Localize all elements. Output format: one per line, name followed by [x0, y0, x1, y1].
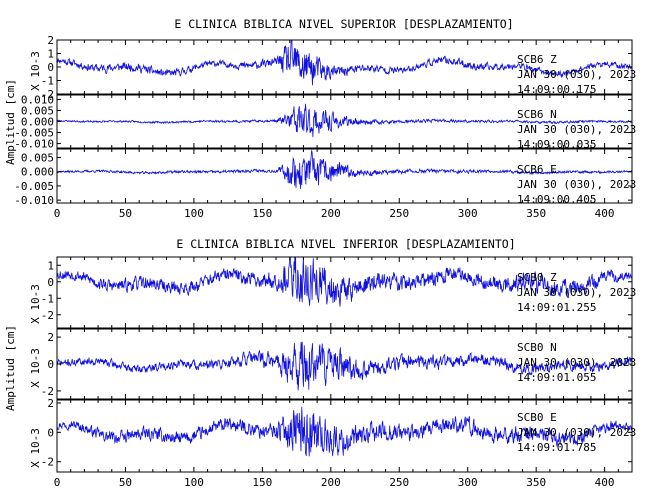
x-tick-label: 0 [54, 476, 61, 489]
date-label-scb6-n: JAN 30 (030), 2023 [517, 123, 636, 136]
x-tick-label: 350 [526, 207, 546, 220]
ylabel-lower: Amplitud [cm] [4, 325, 17, 411]
date-label-scb6-z: JAN 30 (030), 2023 [517, 68, 636, 81]
station-label-scb0-e: SCB0 E [517, 411, 557, 424]
x-tick-label: 200 [321, 476, 341, 489]
y-tick-label: 2 [47, 331, 54, 344]
panel-traces: 2 0 -2 [41, 397, 633, 473]
time-label-scb0-e: 14:09:01.785 [517, 441, 596, 454]
station-label-scb6-e: SCB6 E [517, 163, 557, 176]
time-label-scb6-n: 14:09:00.035 [517, 138, 596, 151]
x-tick-label: 200 [321, 207, 341, 220]
date-label-scb0-z: JAN 30 (030), 2023 [517, 286, 636, 299]
y-tick-label: 1 [47, 259, 54, 272]
scale-label-scb0-e: X 10-3 [29, 428, 42, 468]
y-tick-label: 1 [47, 48, 54, 61]
waveform-trace [56, 406, 633, 457]
chart-lower: E CLINICA BIBLICA NIVEL INFERIOR [DESPLA… [4, 237, 636, 489]
y-tick-label: -0.010 [14, 138, 54, 151]
x-tick-label: 0 [54, 207, 61, 220]
x-tick-label: 50 [119, 476, 132, 489]
station-label-scb6-z: SCB6 Z [517, 53, 557, 66]
time-label-scb6-z: 14:09:00.175 [517, 83, 596, 96]
waveform-trace [56, 256, 633, 307]
panel-scb0-z: 10-1-2 X 10-3 SCB0 Z JAN 30 (030), 2023 … [29, 256, 636, 329]
x-axis-upper: 0 50 100 150 200 250 300 350 400 [54, 207, 615, 220]
time-label-scb0-z: 14:09:01.255 [517, 301, 596, 314]
panel-traces: 2 0 -2 [41, 328, 633, 400]
station-label-scb6-n: SCB6 N [517, 108, 557, 121]
y-tick-label: 2 [47, 397, 54, 410]
station-label-scb0-z: SCB0 Z [517, 271, 557, 284]
y-tick-label: 2 [47, 34, 54, 47]
panel-scb0-n: 2 0 -2 X 10-3 SCB0 N JAN 30 (030), 2023 14… [29, 328, 636, 400]
x-tick-label: 350 [526, 476, 546, 489]
x-tick-label: 300 [458, 476, 478, 489]
y-tick-label: -1 [41, 75, 54, 88]
waveform-trace [57, 103, 633, 138]
x-tick-label: 400 [595, 207, 615, 220]
x-tick-label: 250 [389, 207, 409, 220]
waveform-trace [56, 149, 633, 190]
panel-traces: 210-1-2 [41, 34, 633, 101]
y-tick-label: -1 [41, 292, 54, 305]
time-label-scb6-e: 14:09:00.405 [517, 193, 596, 206]
x-tick-label: 300 [458, 207, 478, 220]
waveform-trace [56, 341, 633, 391]
x-tick-label: 150 [252, 476, 272, 489]
x-tick-label: 400 [595, 476, 615, 489]
y-tick-label: -2 [41, 456, 54, 469]
y-tick-label: -0.010 [14, 194, 54, 207]
x-tick-label: 100 [184, 207, 204, 220]
date-label-scb0-n: JAN 30 (030), 2023 [517, 356, 636, 369]
y-tick-label: 0.000 [21, 166, 54, 179]
panel-scb6-z: 210-1-2 X 10-3 SCB6 Z JAN 30 (030), 2023… [29, 34, 636, 101]
x-tick-label: 50 [119, 207, 132, 220]
scale-label-scb6-z: X 10-3 [29, 51, 42, 91]
panel-traces: 1 0 -1 -2 [41, 256, 633, 329]
x-axis-lower: 0 50 100 150 200 250 300 350 400 [54, 476, 615, 489]
y-tick-label: 0.000 [21, 116, 54, 129]
chart-upper: E CLINICA BIBLICA NIVEL SUPERIOR [DESPLA… [4, 17, 636, 220]
y-tick-label: -2 [41, 309, 54, 322]
y-tick-label: 0 [47, 426, 54, 439]
panel-scb0-e: 2 0 -2 X 10-3 SCB0 E JAN 30 (030), 2023 14… [29, 397, 636, 473]
y-tick-label: 0 [47, 276, 54, 289]
y-tick-label: 0 [47, 358, 54, 371]
y-tick-label: -0.005 [14, 127, 54, 140]
waveform-trace [56, 39, 633, 86]
station-label-scb0-n: SCB0 N [517, 341, 557, 354]
scale-label-scb0-n: X 10-3 [29, 348, 42, 388]
y-tick-label: 0 [47, 61, 54, 74]
scale-label-scb0-z: X 10-3 [29, 284, 42, 324]
date-label-scb6-e: JAN 30 (030), 2023 [517, 178, 636, 191]
y-tick-label: -2 [41, 88, 54, 101]
date-label-scb0-e: JAN 30 (030), 2023 [517, 426, 636, 439]
x-tick-label: 250 [389, 476, 409, 489]
time-label-scb0-n: 14:09:01.055 [517, 371, 596, 384]
y-tick-label: 0.010 [21, 93, 54, 106]
chart-title-lower: E CLINICA BIBLICA NIVEL INFERIOR [DESPLA… [176, 237, 515, 251]
y-tick-label: -2 [41, 385, 54, 398]
y-tick-label: 0.005 [21, 104, 54, 117]
x-tick-label: 150 [252, 207, 272, 220]
chart-title-upper: E CLINICA BIBLICA NIVEL SUPERIOR [DESPLA… [174, 17, 513, 31]
ylabel-upper: Amplitud [cm] [4, 79, 17, 165]
x-tick-label: 100 [184, 476, 204, 489]
y-tick-label: 0.005 [21, 152, 54, 165]
y-tick-label: -0.005 [14, 180, 54, 193]
